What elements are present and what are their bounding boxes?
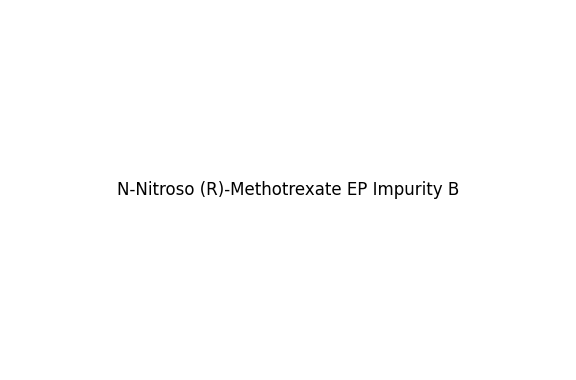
- Text: N-Nitroso (R)-Methotrexate EP Impurity B: N-Nitroso (R)-Methotrexate EP Impurity B: [117, 181, 459, 199]
